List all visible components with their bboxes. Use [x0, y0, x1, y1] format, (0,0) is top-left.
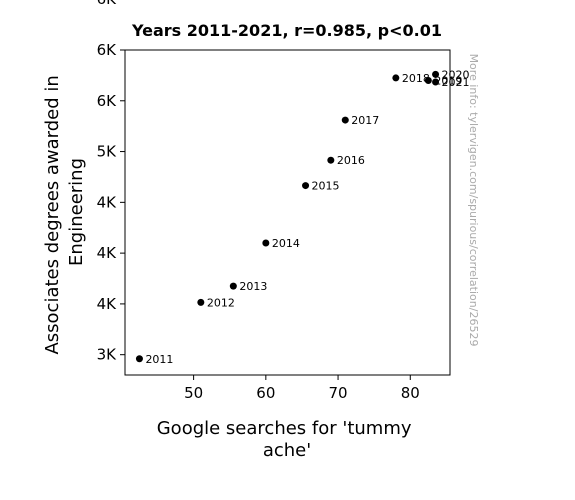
x-tick-label: 60: [256, 384, 275, 402]
y-tick-label: 6K: [97, 0, 118, 8]
data-label-2012: 2012: [207, 296, 235, 309]
data-label-2019: 2019: [434, 74, 462, 87]
x-tick-label: 70: [329, 384, 348, 402]
y-tick-label: 6K: [97, 41, 118, 59]
data-point-2017: [341, 116, 349, 124]
x-tick-label: 80: [401, 384, 420, 402]
data-point-2021: [432, 78, 440, 86]
y-tick-label: 5K: [97, 143, 118, 161]
data-label-2014: 2014: [272, 237, 300, 250]
data-point-2011: [135, 355, 143, 363]
y-axis-label: Associates degrees awarded in Engineerin…: [42, 69, 87, 354]
x-axis-label: Google searches for 'tummy ache': [157, 418, 418, 461]
data-label-2015: 2015: [312, 180, 340, 193]
y-tick-label: 6K: [97, 92, 118, 110]
data-label-2011: 2011: [145, 353, 173, 366]
y-tick-label: 4K: [97, 295, 118, 313]
x-tick-label: 50: [184, 384, 203, 402]
y-tick-label: 3K: [97, 346, 118, 364]
data-point-2013: [229, 282, 237, 290]
x-axis: 50 60 70 80: [184, 375, 420, 402]
data-point-2015: [302, 182, 310, 190]
y-axis: 3K 4K 4K 4K 5K 6K 6K 6K: [97, 0, 125, 364]
data-point-2018: [392, 74, 400, 82]
y-axis-label-line-1: Associates degrees awarded in: [42, 75, 63, 354]
x-axis-label-line-2: ache': [263, 440, 311, 461]
data-point-2019: [424, 76, 432, 84]
x-axis-label-line-1: Google searches for 'tummy: [157, 418, 412, 439]
watermark-text: More info: tylervigen.com/spurious/corre…: [467, 54, 480, 347]
data-label-2016: 2016: [337, 154, 365, 167]
data-label-2017: 2017: [351, 114, 379, 127]
data-point-2014: [262, 239, 270, 247]
y-axis-label-line-2: Engineering: [66, 158, 87, 266]
y-tick-label: 4K: [97, 193, 118, 211]
chart-title: Years 2011-2021, r=0.985, p<0.01: [131, 21, 442, 40]
data-point-2016: [327, 156, 335, 164]
data-label-2018: 2018: [402, 72, 430, 85]
y-tick-label: 4K: [97, 244, 118, 262]
data-point-2012: [197, 298, 205, 306]
plot-area: [124, 49, 451, 376]
data-points: 2011 2012 2013 2014 2015 2016 2017 2018 20192020…: [135, 68, 470, 366]
data-label-2020: 2020: [442, 68, 470, 81]
data-point-2020: [432, 70, 440, 78]
data-label-2013: 2013: [239, 280, 267, 293]
data-label-2021: 2021: [442, 76, 470, 89]
